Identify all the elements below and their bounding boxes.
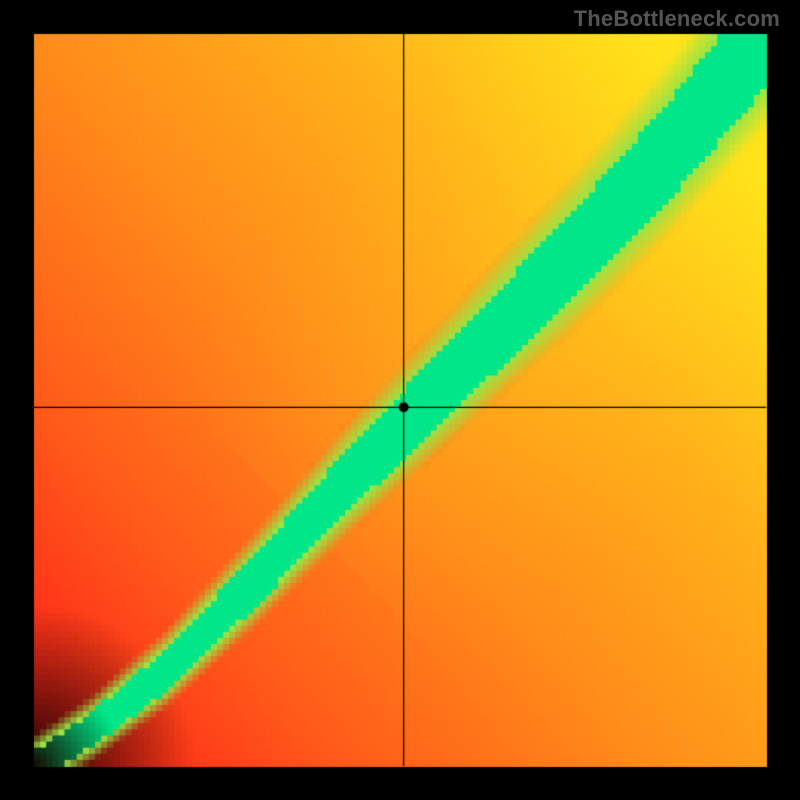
bottleneck-heatmap-canvas [0, 0, 800, 800]
watermark-text: TheBottleneck.com [574, 6, 780, 32]
